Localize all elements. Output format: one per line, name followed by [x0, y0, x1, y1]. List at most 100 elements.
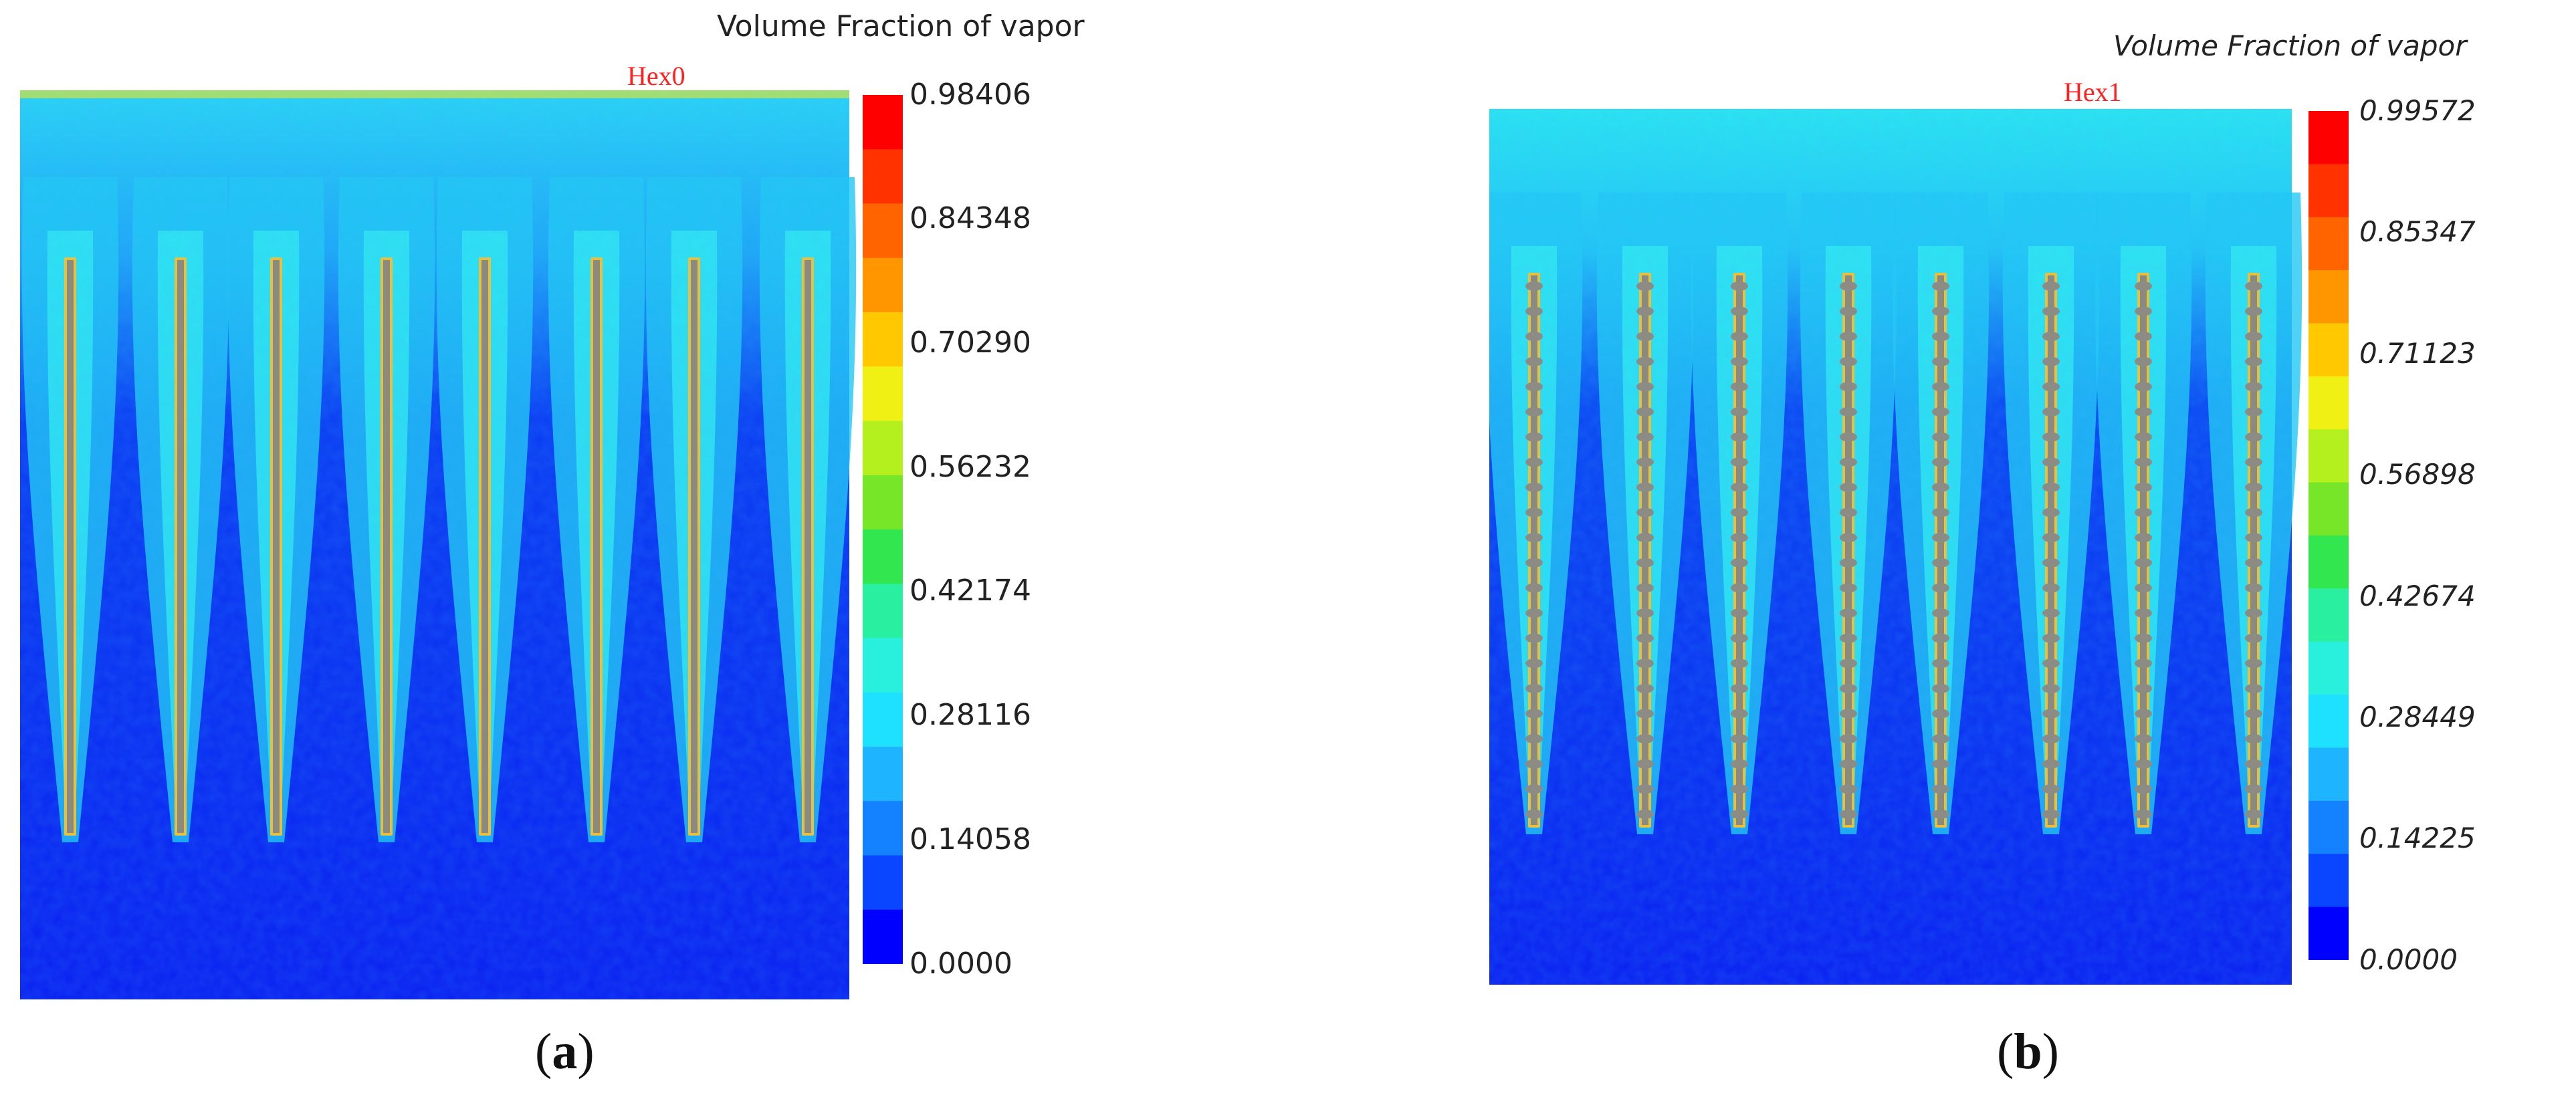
heater-rod-core [1937, 275, 1944, 825]
rod-nodule [1636, 784, 1654, 794]
caption-letter: b [2014, 1023, 2042, 1080]
colorbar-tick-label: 0.0000 [909, 946, 1012, 981]
rod-nodule [1932, 457, 1949, 467]
colorbar-tick-label: 0.28116 [909, 698, 1031, 733]
colorbar-band [2309, 800, 2349, 854]
rod-nodule [2042, 432, 2060, 442]
rod-nodule [1840, 533, 1857, 543]
rod-nodule [1731, 759, 1748, 769]
rod-nodule [1932, 683, 1949, 693]
colorbar-band [2309, 695, 2349, 748]
heater-rod-core [2250, 275, 2257, 825]
rod-nodule [2135, 432, 2152, 442]
rod-nodule [2135, 558, 2152, 568]
rod-nodule [1932, 482, 1949, 492]
rod-nodule [2042, 382, 2060, 392]
rod-nodule [1932, 583, 1949, 593]
rod-nodule [1840, 583, 1857, 593]
rod-nodule [2135, 658, 2152, 669]
rod-nodule [1932, 658, 1949, 669]
rod-nodule [1840, 482, 1857, 492]
colorbar-band [2309, 535, 2349, 589]
rod-nodule [1636, 533, 1654, 543]
rod-nodule [1932, 784, 1949, 794]
rod-nodule [1525, 482, 1543, 492]
rod-nodule [1932, 382, 1949, 392]
rod-nodule [2042, 583, 2060, 593]
rod-nodule [1731, 583, 1748, 593]
rod-nodule [1525, 558, 1543, 568]
rod-nodule [2245, 507, 2262, 517]
rod-nodule [1840, 507, 1857, 517]
heater-rod-core [1845, 275, 1852, 825]
rod-nodule [1840, 658, 1857, 669]
rod-nodule [1840, 734, 1857, 744]
rod-nodule [2135, 810, 2152, 819]
colorbar-tick-label: 0.56232 [909, 449, 1031, 484]
rod-nodule [1636, 306, 1654, 316]
rod-nodule [1840, 306, 1857, 316]
rod-nodule [2042, 608, 2060, 618]
rod-nodule [2135, 457, 2152, 467]
rod-nodule [1525, 759, 1543, 769]
rod-nodule [2245, 633, 2262, 643]
rod-nodule [2245, 583, 2262, 593]
colorbar-band [863, 692, 903, 747]
heater-rod-core [177, 260, 184, 833]
colorbar-tick-label: 0.42674 [2359, 579, 2476, 612]
colorbar-band [2309, 323, 2349, 377]
rod-nodule [1525, 507, 1543, 517]
rod-nodule [1636, 356, 1654, 366]
heater-rods [1525, 273, 2262, 828]
colorbar-tick-label: 0.99572 [2359, 94, 2476, 127]
rod-nodule [2135, 608, 2152, 618]
colorbar-band [2309, 482, 2349, 536]
colorbar-band [2309, 641, 2349, 695]
rod-nodule [1525, 382, 1543, 392]
rod-nodule [2135, 281, 2152, 291]
colorbar-tick-label: 0.85347 [2359, 215, 2476, 249]
rod-nodule [1636, 558, 1654, 568]
rod-nodule [1636, 583, 1654, 593]
rod-nodule [2245, 356, 2262, 366]
rod-nodule [2245, 533, 2262, 543]
rod-nodule [1932, 332, 1949, 342]
colorbar-band [863, 475, 903, 530]
rod-nodule [1525, 683, 1543, 693]
rod-nodule [1731, 683, 1748, 693]
rod-nodule [2135, 759, 2152, 769]
rod-nodule [2042, 633, 2060, 643]
rod-nodule [1636, 281, 1654, 291]
rod-nodule [2135, 734, 2152, 744]
heater-rod-core [67, 260, 74, 833]
colorbar-title: Volume Fraction of vapor [717, 9, 1085, 43]
rod-nodule [1525, 533, 1543, 543]
rod-nodule [1731, 608, 1748, 618]
heater-rod-core [2140, 275, 2147, 825]
rod-nodule [2245, 683, 2262, 693]
rod-nodule [1525, 658, 1543, 669]
rod-nodule [2042, 457, 2060, 467]
case-label: Hex1 [2064, 77, 2122, 107]
rod-nodule [2042, 784, 2060, 794]
rod-nodule [1636, 810, 1654, 819]
rod-nodule [2245, 608, 2262, 618]
colorbar-tick-label: 0.0000 [2359, 943, 2458, 976]
rod-nodule [1636, 683, 1654, 693]
panel-a: Hex0 Volume Fraction of vapor 0.98406 0.8… [0, 0, 1204, 1093]
rod-nodule [2042, 558, 2060, 568]
rod-nodule [1932, 306, 1949, 316]
heater-rod-core [1642, 275, 1648, 825]
rod-nodule [2245, 558, 2262, 568]
rod-nodule [1636, 482, 1654, 492]
rod-nodule [1525, 356, 1543, 366]
rod-nodule [1636, 759, 1654, 769]
colorbar-band [2309, 270, 2349, 324]
colorbar-band [863, 257, 903, 313]
colorbar-band [863, 366, 903, 421]
rod-nodule [2245, 709, 2262, 719]
rod-nodule [1525, 281, 1543, 291]
rod-nodule [2042, 306, 2060, 316]
rod-nodule [2135, 306, 2152, 316]
